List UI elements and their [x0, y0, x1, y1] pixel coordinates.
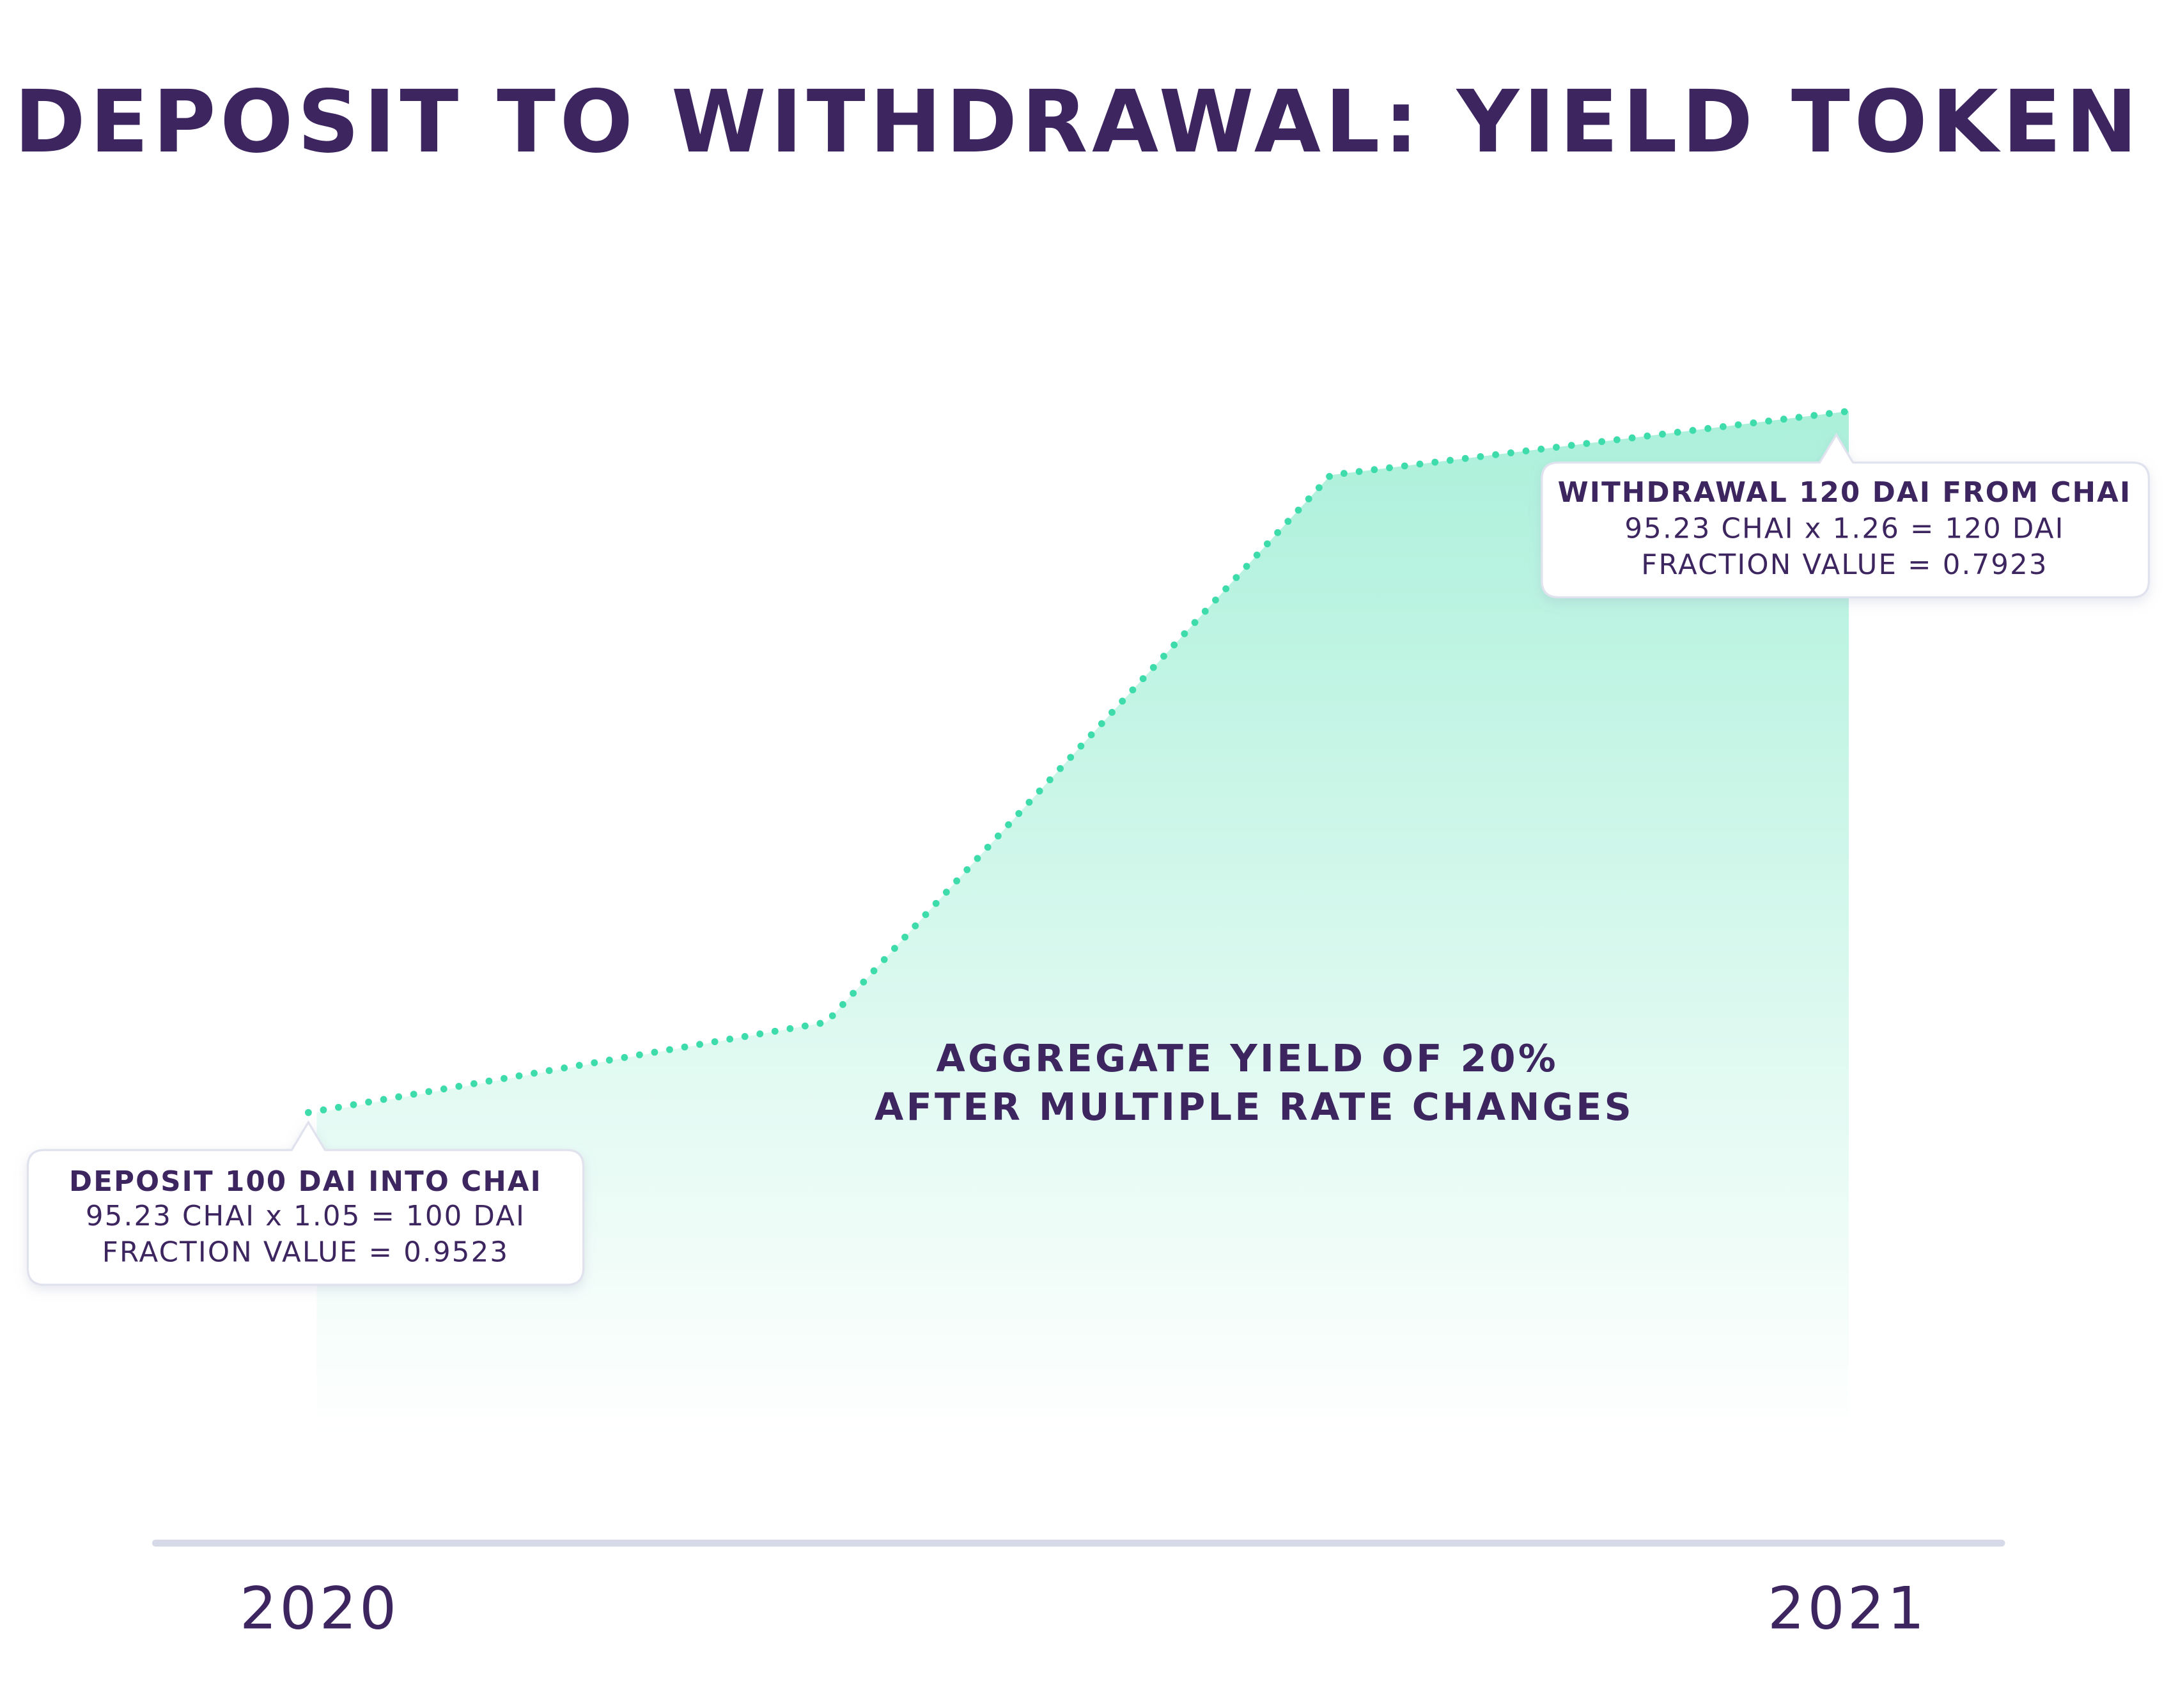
callout — [26, 1120, 585, 1286]
yield-area — [316, 411, 1849, 1438]
callout-line: FRACTION VALUE = 0.9523 — [102, 1237, 509, 1269]
callout-line: 95.23 CHAI x 1.05 = 100 DAI — [86, 1200, 525, 1232]
axis-label: 2020 — [240, 1574, 400, 1643]
callout-heading: WITHDRAWAL 120 DAI FROM CHAI — [1558, 477, 2132, 509]
yield-line — [304, 407, 1853, 1116]
title: DEPOSIT TO WITHDRAWAL: YIELD TOKEN — [14, 72, 2142, 172]
callout — [1541, 432, 2151, 598]
callout-line: FRACTION VALUE = 0.7923 — [1641, 549, 2048, 581]
axis-label: 2021 — [1768, 1574, 1927, 1643]
callout-line: 95.23 CHAI x 1.26 = 120 DAI — [1624, 513, 2064, 545]
callout-heading: DEPOSIT 100 DAI INTO CHAI — [69, 1166, 542, 1198]
annotation: AFTER MULTIPLE RATE CHANGES — [875, 1085, 1634, 1129]
annotation: AGGREGATE YIELD OF 20% — [936, 1037, 1559, 1080]
